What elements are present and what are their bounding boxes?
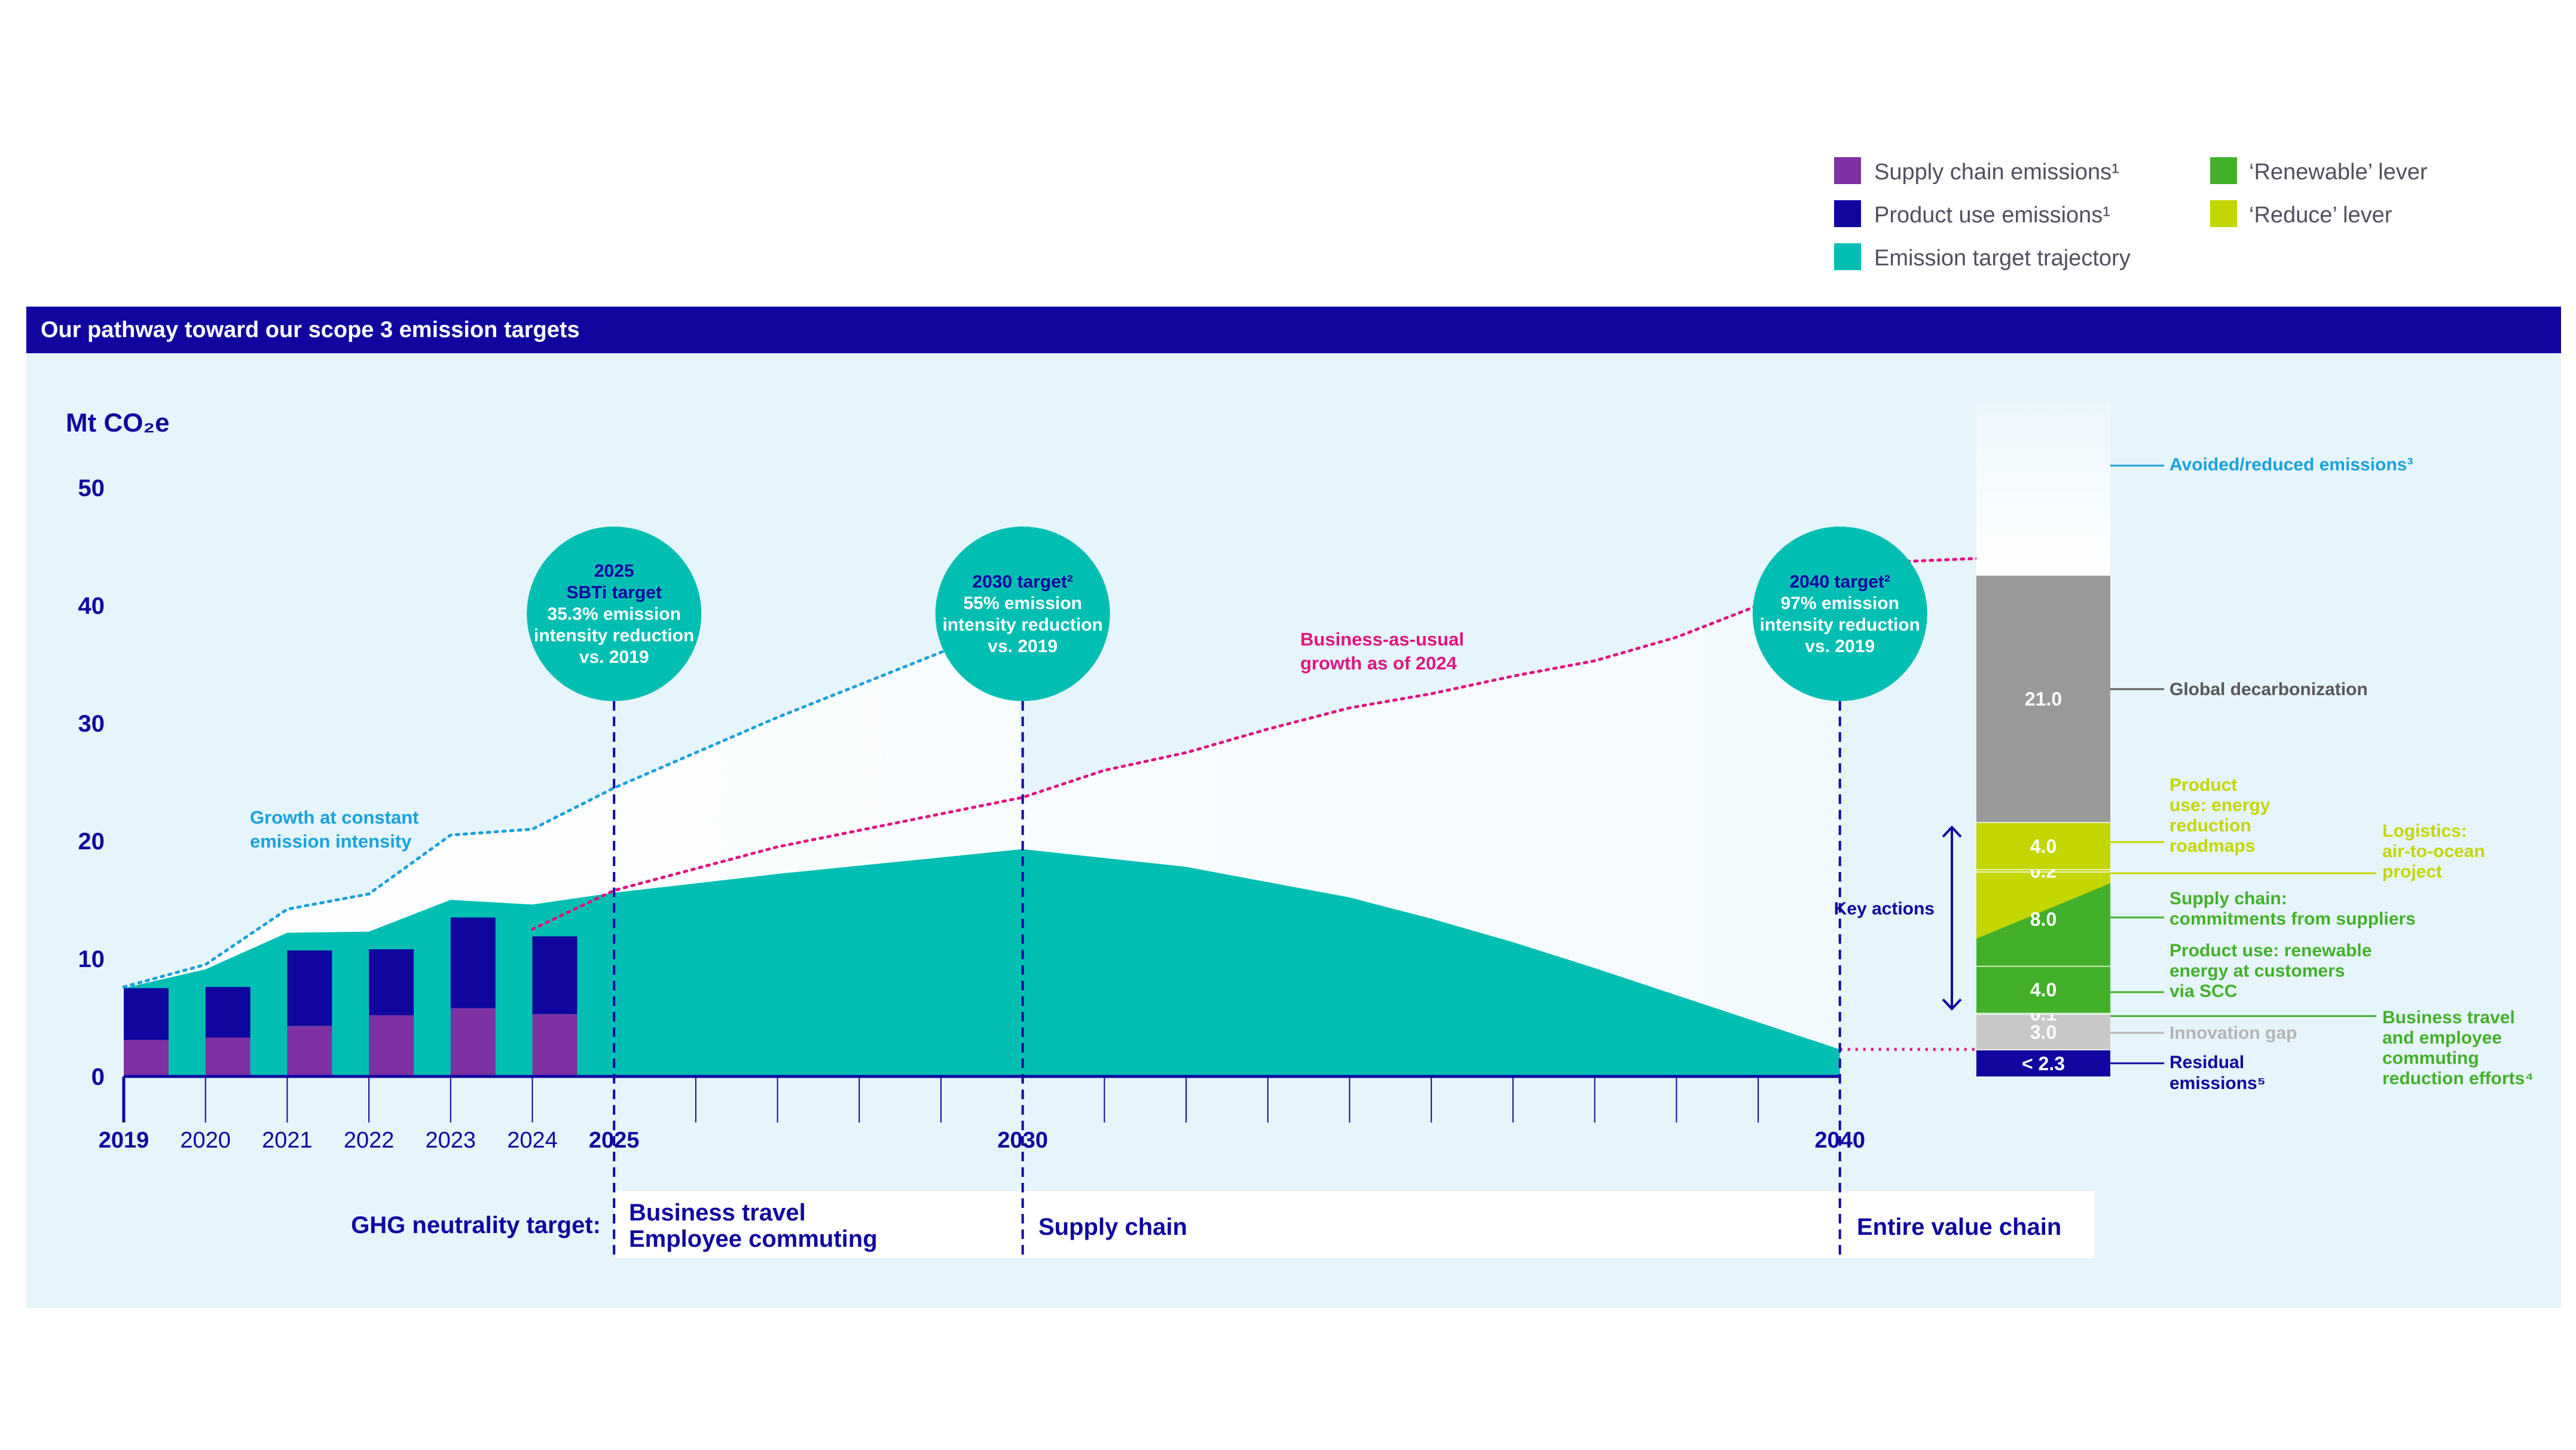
x-tick-label-2019: 2019	[99, 1128, 149, 1153]
waterfall-label-5: Logistics: air-to-ocean project	[2382, 821, 2485, 882]
target-text-2040-1: 97% emission	[1780, 594, 1899, 613]
growth-constant-intensity-line	[122, 622, 1016, 989]
target-text-2030-0: 2030 target²	[972, 572, 1072, 592]
bar-product-use-2019	[124, 988, 169, 1040]
waterfall-value-7: 21.0	[2025, 689, 2062, 710]
neutrality-label: GHG neutrality target:	[351, 1212, 601, 1238]
target-circle-2025	[527, 527, 702, 701]
bar-product-use-2020	[205, 987, 250, 1038]
waterfall-renewable-share	[1976, 883, 2110, 966]
waterfall-label-8: Avoided/reduced emissions³	[2169, 455, 2413, 475]
waterfall-value-4: 8.0	[2030, 908, 2056, 930]
bau-annotation-line2: growth as of 2024	[1300, 653, 1457, 674]
bar-supply-chain-2023	[450, 1008, 496, 1076]
neutrality-2025-line2: Employee commuting	[629, 1226, 878, 1252]
waterfall-label-1: Innovation gap	[2169, 1023, 2297, 1043]
y-tick-label-30: 30	[78, 711, 105, 737]
legend-swatch-trajectory	[1834, 243, 1861, 270]
key-actions-arrow-icon	[1942, 825, 1962, 1011]
target-text-2040-2: intensity reduction	[1760, 615, 1920, 635]
bar-supply-chain-2019	[124, 1039, 169, 1076]
business-as-usual-line	[531, 556, 1981, 931]
waterfall-segment-5	[1976, 869, 2110, 872]
bar-product-use-2022	[369, 949, 414, 1015]
x-tick-label-2024: 2024	[507, 1128, 558, 1153]
waterfall-value-6: 4.0	[2030, 836, 2056, 857]
legend-swatch-renewable	[2210, 157, 2237, 184]
chart-title: Our pathway toward our scope 3 emission …	[41, 317, 580, 342]
waterfall-segment-7	[1976, 574, 2110, 822]
target-text-2025-0: 2025	[594, 561, 634, 581]
legend-label-supply-chain: Supply chain emissions¹	[1874, 160, 2119, 185]
waterfall-value-3: 4.0	[2030, 979, 2056, 1001]
bar-product-use-2023	[450, 917, 496, 1008]
waterfall-label-3: Product use: renewable energy at customer…	[2169, 941, 2372, 1001]
waterfall-label-2: Business travel and employee commuting redu…	[2382, 1008, 2534, 1088]
neutrality-band	[615, 1191, 2094, 1258]
waterfall-segment-6	[1976, 822, 2110, 870]
y-tick-label-0: 0	[91, 1064, 105, 1090]
waterfall-label-7: Global decarbonization	[2169, 680, 2368, 699]
target-text-2030-2: intensity reduction	[943, 615, 1103, 635]
waterfall-segment-8	[1976, 399, 2110, 575]
y-axis-label: Mt CO₂e	[66, 408, 170, 438]
neutrality-2025-line1: Business travel	[629, 1200, 806, 1226]
y-tick-label-40: 40	[78, 593, 105, 619]
legend-label-product-use: Product use emissions¹	[1874, 203, 2110, 228]
waterfall-value-1: 3.0	[2030, 1021, 2056, 1043]
legend-swatch-reduce	[2210, 200, 2237, 227]
target-text-2030-1: 55% emission	[963, 594, 1081, 613]
target-text-2025-2: 35.3% emission	[547, 604, 680, 624]
x-tick-label-2022: 2022	[344, 1128, 395, 1153]
y-tick-label-10: 10	[78, 946, 105, 972]
x-tick-label-2020: 2020	[180, 1128, 231, 1153]
target-text-2030-3: vs. 2019	[988, 637, 1058, 656]
bar-product-use-2021	[287, 950, 332, 1026]
key-actions-label: Key actions	[1834, 899, 1935, 919]
neutrality-2030: Supply chain	[1038, 1214, 1187, 1240]
legend-swatch-product-use	[1834, 200, 1861, 227]
waterfall-segment-1	[1976, 1014, 2110, 1050]
bau-annotation-line1: Business-as-usual	[1300, 629, 1464, 650]
waterfall-segment-0	[1976, 1049, 2110, 1076]
y-tick-label-50: 50	[78, 475, 105, 501]
title-bar	[26, 307, 2561, 353]
legend-label-reduce: ‘Reduce’ lever	[2249, 203, 2392, 228]
y-tick-label-20: 20	[78, 828, 105, 855]
x-tick-label-2023: 2023	[426, 1128, 476, 1153]
waterfall-label-0: Residual emissions⁵	[2169, 1053, 2266, 1093]
waterfall-label-6: Product use: energy reduction roadmaps	[2169, 775, 2271, 856]
bar-supply-chain-2022	[369, 1015, 414, 1076]
x-tick-label-2021: 2021	[262, 1128, 313, 1153]
target-circle-2040	[1752, 527, 1927, 701]
target-text-2025-1: SBTi target	[566, 583, 661, 602]
target-text-2040-0: 2040 target²	[1789, 572, 1890, 592]
target-text-2040-3: vs. 2019	[1805, 637, 1875, 656]
legend-swatch-supply-chain	[1834, 157, 1861, 184]
legend-label-trajectory: Emission target trajectory	[1874, 246, 2131, 271]
waterfall-label-4: Supply chain: commitments from suppliers	[2169, 889, 2416, 929]
legend-label-renewable: ‘Renewable’ lever	[2249, 160, 2428, 185]
growth-annotation-line2: emission intensity	[250, 831, 412, 852]
bar-product-use-2024	[532, 936, 577, 1014]
growth-annotation-line1: Growth at constant	[250, 807, 418, 828]
waterfall-segment-3	[1976, 965, 2110, 1013]
neutrality-2040: Entire value chain	[1857, 1214, 2061, 1240]
legend: Supply chain emissions¹ Product use emis…	[1834, 157, 2428, 271]
bar-supply-chain-2021	[287, 1026, 332, 1076]
target-text-2025-4: vs. 2019	[579, 647, 649, 667]
bar-supply-chain-2024	[532, 1014, 577, 1076]
target-circle-2030	[935, 527, 1110, 701]
target-text-2025-3: intensity reduction	[534, 626, 694, 646]
bar-supply-chain-2020	[205, 1037, 250, 1076]
waterfall-value-0: < 2.3	[2022, 1053, 2065, 1074]
